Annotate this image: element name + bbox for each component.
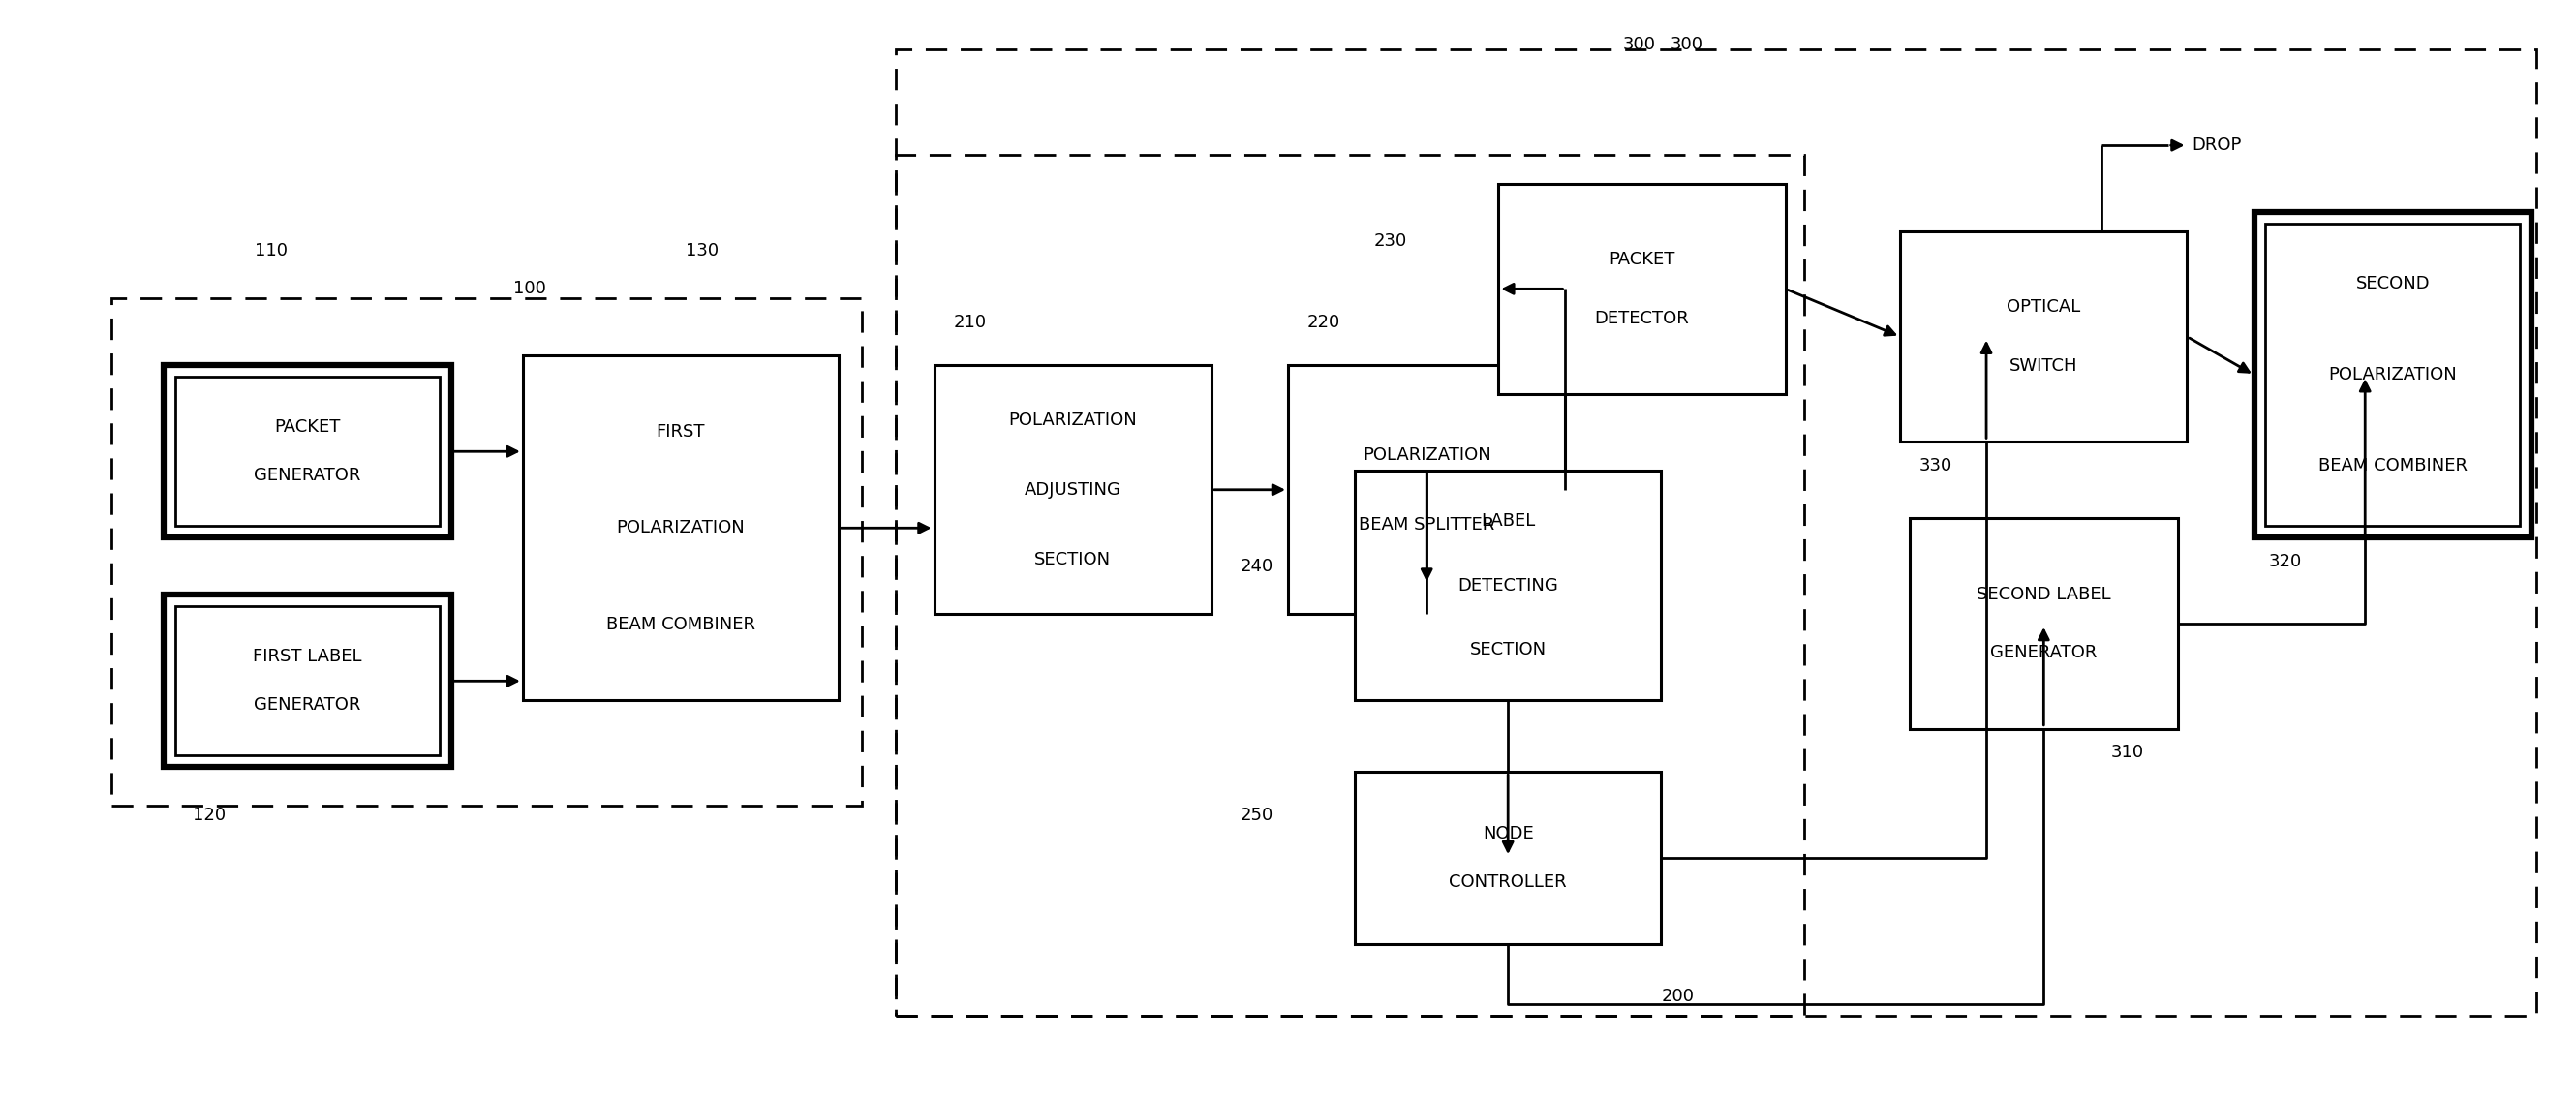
Text: BEAM COMBINER: BEAM COMBINER: [2318, 457, 2468, 475]
Bar: [1909, 519, 2177, 729]
Text: 210: 210: [953, 313, 987, 331]
Text: GENERATOR: GENERATOR: [255, 467, 361, 485]
Text: 200: 200: [1662, 988, 1695, 1006]
Bar: [165, 365, 451, 537]
Bar: [175, 377, 440, 526]
Text: 330: 330: [1919, 457, 1953, 475]
Bar: [1901, 232, 2187, 442]
Text: 310: 310: [2110, 744, 2143, 762]
Text: ADJUSTING: ADJUSTING: [1025, 481, 1121, 499]
Text: 100: 100: [513, 280, 546, 298]
Text: OPTICAL: OPTICAL: [2007, 299, 2081, 315]
Text: 230: 230: [1373, 232, 1406, 249]
Text: BEAM COMBINER: BEAM COMBINER: [605, 615, 755, 633]
Bar: [1355, 771, 1662, 944]
Text: SWITCH: SWITCH: [2009, 357, 2079, 375]
Text: 130: 130: [685, 242, 719, 259]
Text: 320: 320: [2269, 553, 2300, 570]
Text: DETECTING: DETECTING: [1458, 577, 1558, 595]
Bar: [896, 49, 2537, 1015]
Text: 300: 300: [1623, 36, 1656, 54]
Text: 250: 250: [1239, 807, 1273, 823]
Bar: [1288, 365, 1566, 614]
Text: POLARIZATION: POLARIZATION: [1007, 411, 1136, 429]
Bar: [2254, 212, 2532, 537]
Bar: [111, 299, 863, 806]
Text: SECOND LABEL: SECOND LABEL: [1976, 586, 2110, 603]
Text: FIRST LABEL: FIRST LABEL: [252, 648, 363, 666]
Text: POLARIZATION: POLARIZATION: [1363, 446, 1492, 464]
Bar: [165, 595, 451, 767]
Text: PACKET: PACKET: [1610, 251, 1674, 268]
Text: NODE: NODE: [1481, 825, 1533, 843]
Text: 110: 110: [255, 242, 289, 259]
Text: PACKET: PACKET: [276, 419, 340, 436]
Text: POLARIZATION: POLARIZATION: [616, 519, 744, 536]
Text: POLARIZATION: POLARIZATION: [2329, 366, 2458, 384]
Text: BEAM SPLITTER: BEAM SPLITTER: [1358, 515, 1494, 533]
Text: 240: 240: [1239, 557, 1273, 575]
Bar: [175, 607, 440, 756]
Text: 220: 220: [1306, 313, 1340, 331]
Text: LABEL: LABEL: [1481, 512, 1535, 530]
Text: DROP: DROP: [2192, 136, 2241, 154]
Bar: [896, 155, 1806, 1015]
Text: GENERATOR: GENERATOR: [255, 697, 361, 714]
Bar: [523, 356, 837, 700]
Bar: [2267, 224, 2519, 526]
Text: SECTION: SECTION: [1471, 641, 1546, 658]
Text: SECTION: SECTION: [1036, 551, 1110, 568]
Text: 120: 120: [193, 807, 227, 823]
Text: GENERATOR: GENERATOR: [1991, 644, 2097, 662]
Bar: [935, 365, 1211, 614]
Text: CONTROLLER: CONTROLLER: [1450, 874, 1566, 891]
Text: DETECTOR: DETECTOR: [1595, 310, 1690, 328]
Text: SECOND: SECOND: [2354, 275, 2429, 292]
Bar: [1499, 184, 1785, 395]
Text: 300: 300: [1672, 36, 1703, 54]
Text: FIRST: FIRST: [657, 423, 706, 441]
Bar: [1355, 470, 1662, 700]
